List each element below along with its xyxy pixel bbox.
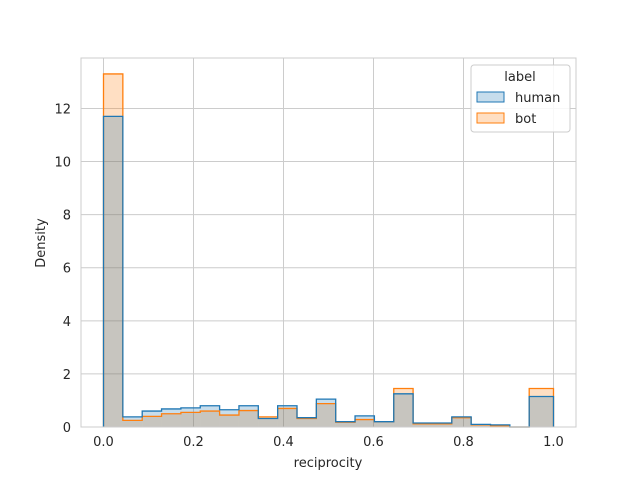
legend-swatch-bot [476,112,505,124]
legend: label human bot [470,64,571,133]
bar-human [258,418,278,427]
bar-bot [413,423,433,427]
plot-frame [80,57,577,428]
bar-bot [316,403,336,427]
bar-bot [374,421,394,427]
y-axis-label: Density [34,218,49,268]
legend-label-bot: bot [515,112,536,127]
x-tick-label: 0.6 [363,435,384,450]
bar-bot [200,411,220,427]
bar-bot [277,408,297,427]
bar-bot [297,418,317,427]
bar-human [142,411,162,427]
bar-human [277,405,297,427]
bar-bot [122,420,143,427]
bar-bot [142,416,162,427]
bar-bot [238,410,259,427]
x-tick-label: 0.8 [453,435,474,450]
bar-bot [355,419,375,427]
y-tick-label: 2 [63,368,71,383]
x-tick-label: 0.4 [273,435,294,450]
bar-bot [180,412,201,427]
bar-human [103,116,123,427]
x-tick-label: 1.0 [543,435,564,450]
bar-human [161,408,181,427]
bar-bot [161,413,181,427]
bar-bot [393,388,414,427]
histogram-bars [102,73,555,428]
legend-label-human: human [515,91,560,106]
x-tick-label: 0.0 [93,435,114,450]
x-axis-ticks: 0.0 0.2 0.4 0.6 0.8 1.0 [93,435,564,450]
gridlines [81,58,576,428]
y-tick-label: 0 [63,421,71,436]
bar-human [122,416,143,427]
bar-human [529,396,554,427]
bar-human [393,393,414,427]
bar-bot [490,425,510,427]
bar-human [432,423,452,427]
bar-human [238,405,259,427]
bar-bot [451,417,472,427]
y-tick-label: 6 [63,262,71,277]
legend-box [470,64,571,133]
y-tick-label: 8 [63,209,71,224]
legend-swatch-human [476,91,505,103]
bar-bot [529,388,554,427]
bar-bot [471,424,491,427]
bar-bot [103,73,123,428]
y-tick-label: 12 [54,102,71,117]
bar-human [219,409,239,427]
bar-human [413,423,433,427]
bar-bot [335,422,356,427]
step-outline-human [102,115,555,428]
x-tick-label: 0.2 [183,435,204,450]
y-tick-label: 4 [63,315,71,330]
bar-human [451,416,472,427]
y-axis-ticks: 0 2 4 6 8 10 12 [54,102,71,436]
bar-human [297,417,317,427]
x-axis-label: reciprocity [294,456,363,471]
bar-human [200,405,220,427]
y-tick-label: 10 [54,156,71,171]
bar-human [180,407,201,427]
bar-human [335,421,356,427]
bar-bot [432,423,452,427]
bar-human [355,415,375,427]
bar-human [316,399,336,427]
legend-title: label [504,70,535,85]
bar-human [374,421,394,427]
bar-bot [258,416,278,427]
bar-bot [219,415,239,427]
bar-human [471,424,491,427]
